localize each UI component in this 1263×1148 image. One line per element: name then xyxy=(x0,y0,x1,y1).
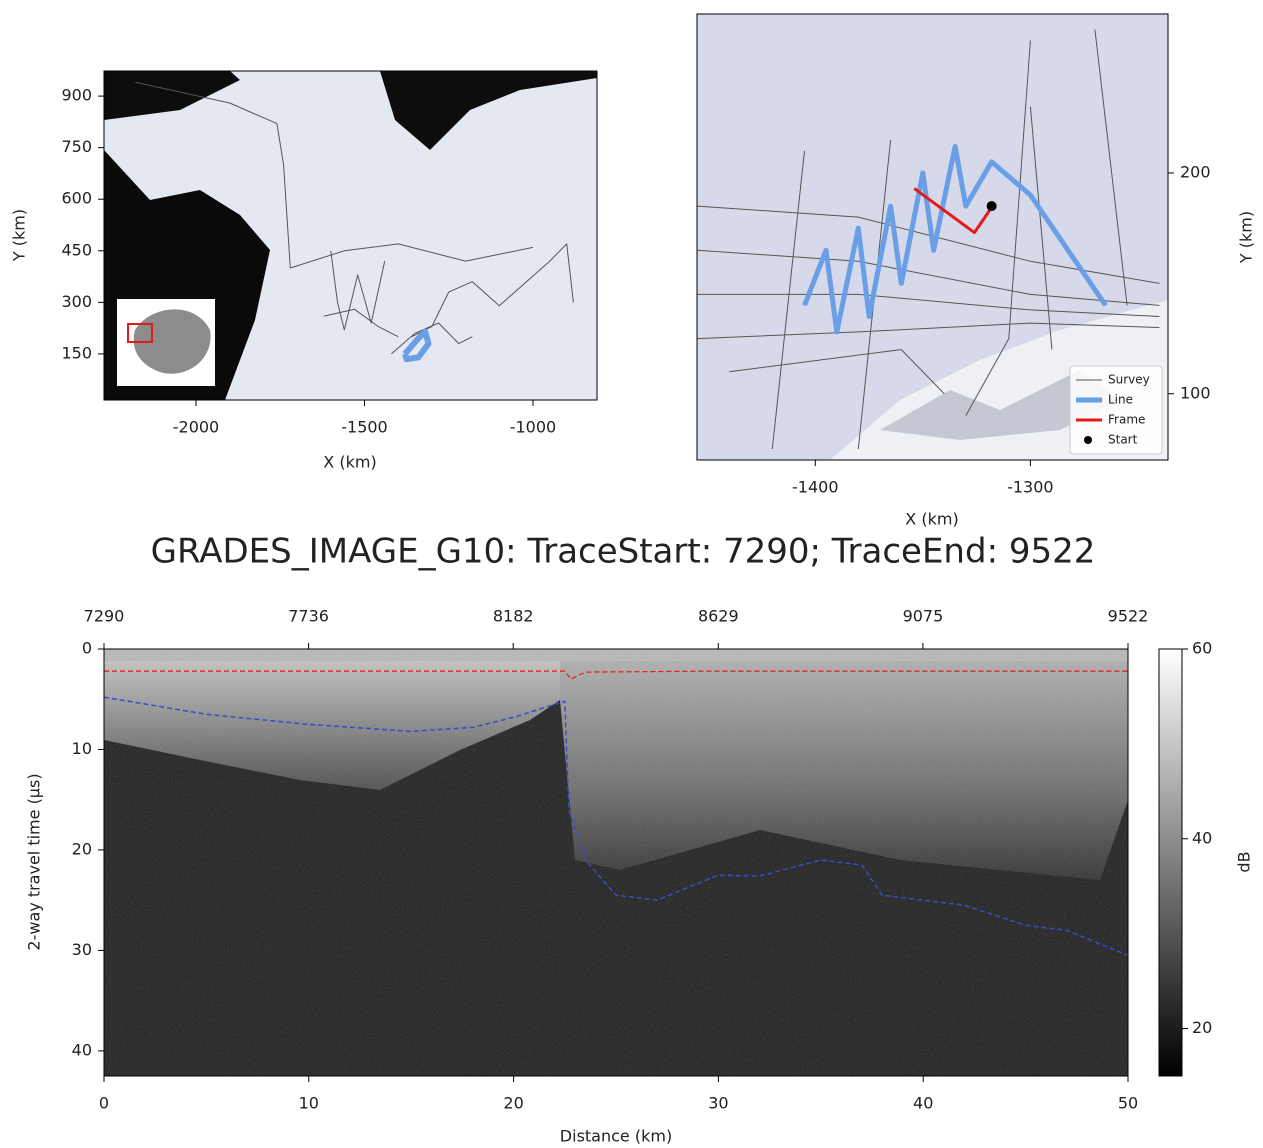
colorbar-label: dB xyxy=(1235,851,1254,872)
marker xyxy=(986,201,997,212)
x-axis-label: X (km) xyxy=(323,453,376,472)
y-tick-label: 30 xyxy=(72,940,92,959)
y-tick-label: 450 xyxy=(61,240,92,259)
colorbar-tick-label: 60 xyxy=(1192,639,1212,658)
radargram-image xyxy=(104,649,1128,1076)
y-axis-label: Y (km) xyxy=(10,209,29,262)
x-tick-label: 50 xyxy=(1118,1094,1138,1113)
y-tick-label: 300 xyxy=(61,292,92,311)
legend-box xyxy=(1069,365,1163,455)
y-axis-label: 2-way travel time (µs) xyxy=(25,773,44,950)
x-tick-label: 10 xyxy=(299,1094,319,1113)
map-background xyxy=(104,71,597,400)
data-line xyxy=(802,144,1108,335)
x2-tick-label: 9075 xyxy=(903,607,944,626)
series-layer xyxy=(135,81,574,363)
x-tick-label: -1000 xyxy=(510,418,557,437)
legend-label: Line xyxy=(1108,393,1133,407)
colorbar xyxy=(1158,648,1183,1077)
plot-frame xyxy=(696,13,1169,461)
x2-tick-label: 7736 xyxy=(288,607,329,626)
series-layer xyxy=(697,29,1160,450)
legend-label: Frame xyxy=(1108,413,1145,427)
x-tick-label: 40 xyxy=(913,1094,933,1113)
x-tick-label: 0 xyxy=(99,1094,109,1113)
colorbar-tick-label: 40 xyxy=(1192,828,1212,847)
colorbar-tick-label: 20 xyxy=(1192,1018,1212,1037)
data-line xyxy=(135,81,574,355)
y-tick-label: 0 xyxy=(82,639,92,658)
x-tick-label: -2000 xyxy=(173,418,220,437)
x2-tick-label: 8629 xyxy=(698,607,739,626)
x-tick-label: 30 xyxy=(708,1094,728,1113)
x2-tick-label: 7290 xyxy=(84,607,125,626)
legend-label: Start xyxy=(1108,433,1138,447)
y-tick-label: 10 xyxy=(72,739,92,758)
legend-marker xyxy=(1084,436,1092,444)
x-tick-label: -1500 xyxy=(341,418,388,437)
data-line xyxy=(104,670,1128,680)
chart-title: GRADES_IMAGE_G10: TraceStart: 7290; Trac… xyxy=(151,532,1096,572)
y-tick-label: 200 xyxy=(1180,162,1211,181)
y-axis-label: Y (km) xyxy=(1237,211,1256,264)
x-axis-label: X (km) xyxy=(905,510,958,529)
series-layer xyxy=(104,670,1128,957)
plot-frame xyxy=(103,648,1129,1077)
data-line xyxy=(402,328,432,363)
y-tick-label: 20 xyxy=(72,839,92,858)
x-axis-label: Distance (km) xyxy=(560,1127,672,1146)
x-tick-label: -1400 xyxy=(792,478,839,497)
x-tick-label: -1300 xyxy=(1007,478,1054,497)
y-tick-label: 150 xyxy=(61,343,92,362)
y-tick-label: 100 xyxy=(1180,383,1211,402)
y-tick-label: 900 xyxy=(61,86,92,105)
x2-tick-label: 8182 xyxy=(493,607,534,626)
y-tick-label: 750 xyxy=(61,137,92,156)
y-tick-label: 600 xyxy=(61,189,92,208)
data-line xyxy=(913,187,991,235)
plot-frame xyxy=(103,70,598,401)
data-line xyxy=(104,696,1128,957)
y-tick-label: 40 xyxy=(72,1040,92,1059)
legend-label: Survey xyxy=(1108,373,1150,387)
x-tick-label: 20 xyxy=(503,1094,523,1113)
x2-tick-label: 9522 xyxy=(1108,607,1149,626)
